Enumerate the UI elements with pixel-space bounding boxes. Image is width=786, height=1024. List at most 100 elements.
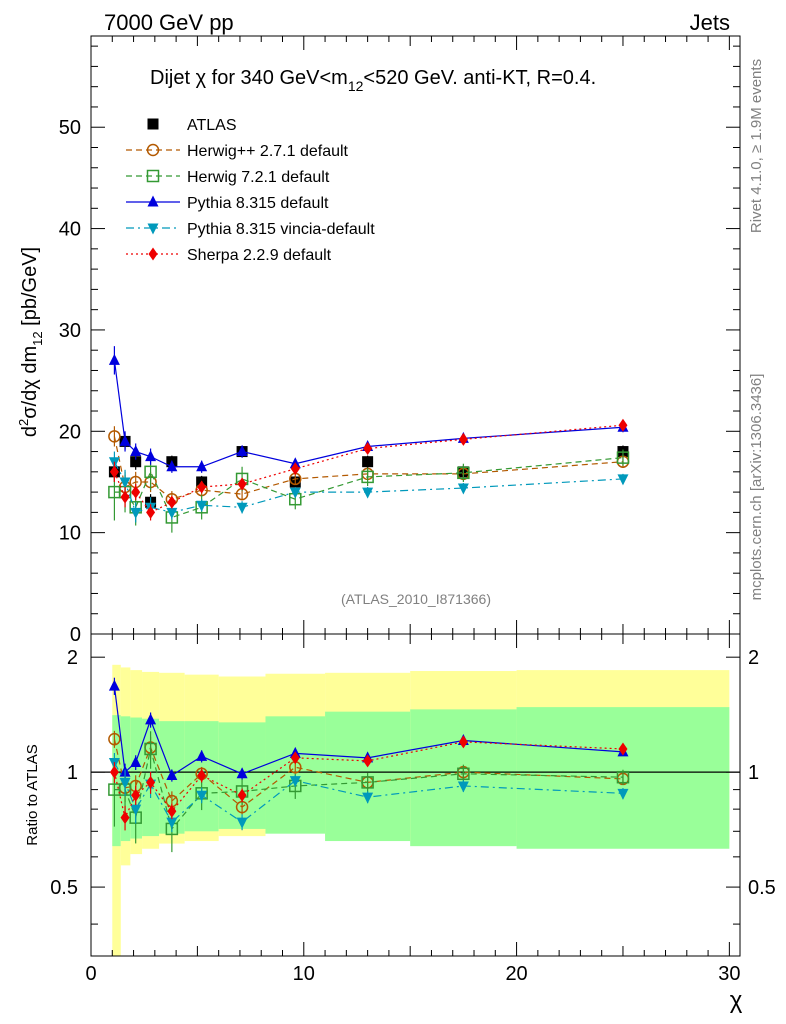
plot-title: Dijet χ for 340 GeV<m12<520 GeV. anti-KT… [150, 67, 596, 94]
vincia-ratio-point [289, 776, 301, 788]
pythia-main-point [119, 434, 131, 446]
ratio-plot-frame [90, 633, 741, 957]
sherpa-ratio-point [458, 735, 468, 749]
vincia-main-point [289, 487, 301, 499]
herwigpp-ratio-line [113, 739, 623, 808]
y-tick-label: 0 [70, 624, 81, 646]
legend: ATLAS Herwig++ 2.7.1 default Herwig 7.2.1 … [126, 117, 375, 264]
atlas-legend-label: ATLAS [187, 117, 237, 134]
pythia-legend-label: Pythia 8.315 default [187, 195, 329, 212]
ratio-plot-axes: 0 10 20 30 0.5 0.5 1 1 2 2 [50, 634, 776, 985]
sherpa-ratio-point [120, 811, 130, 825]
vincia-main-line [113, 461, 624, 514]
pythia-ratio-point [236, 767, 248, 779]
sherpa-main-point [131, 485, 141, 499]
ratio-y-tick-label: 1 [67, 762, 78, 784]
x-tick-label: 30 [718, 963, 740, 985]
vincia-ratio-point [196, 790, 208, 802]
sherpa-ratio-point [290, 751, 300, 765]
vincia-main-point [130, 507, 142, 519]
sherpa-main-point [363, 442, 373, 456]
main-plot-axes: 0 10 20 30 40 50 [59, 36, 740, 646]
ratio-uncertainty-bands [91, 664, 740, 956]
ylabel-unit: [pb/GeV] [19, 247, 41, 332]
vincia-ratio-point [130, 804, 142, 816]
pythia-main-point [236, 445, 248, 457]
vincia-main-point [119, 477, 131, 489]
sherpa-ratio-point [109, 765, 119, 779]
herwig7-main-point [361, 470, 374, 484]
analysis-id-label: (ATLAS_2010_I871366) [341, 591, 491, 607]
sherpa-ratio-point [131, 788, 141, 802]
sherpa-main-point [120, 490, 130, 504]
x-tick-label: 10 [293, 963, 315, 985]
sherpa-main-point [458, 432, 468, 446]
herwig7-ratio-point [616, 770, 630, 784]
ratio-y-tick-label-right: 0.5 [748, 877, 776, 899]
ratio-y-tick-label-right: 1 [748, 762, 759, 784]
y-tick-label: 50 [59, 117, 81, 139]
vincia-main-point [457, 483, 469, 495]
rivet-version-label: Rivet 4.1.0, ≥ 1.9M events [748, 59, 765, 233]
vincia-ratio-point [362, 792, 374, 804]
pythia-main-point [166, 460, 178, 472]
herwigpp-ratio-point [108, 732, 121, 746]
sherpa-main-point [237, 477, 247, 491]
vincia-main-point [236, 502, 248, 514]
sherpa-ratio-point [167, 804, 177, 818]
herwig7-legend-marker [146, 169, 160, 183]
header-process: Jets [690, 10, 730, 35]
title-mass-range: for 340 GeV<m [206, 67, 348, 89]
sherpa-ratio-point [197, 768, 207, 782]
title-prefix: Dijet [150, 67, 196, 89]
pythia-ratio-point [196, 749, 208, 761]
sherpa-ratio-point [237, 788, 247, 802]
herwig7-ratio-point [144, 742, 157, 756]
herwigpp-legend-marker [146, 143, 160, 157]
x-tick-label: 0 [85, 963, 96, 985]
sherpa-main-point [167, 495, 177, 509]
vincia-main-point [166, 507, 178, 519]
ratio-axis-label: Ratio to ATLAS [24, 744, 41, 845]
vincia-main-point [617, 474, 629, 486]
pythia-ratio-point [166, 768, 178, 780]
vincia-legend-label: Pythia 8.315 vincia-default [187, 221, 375, 238]
vincia-ratio-point [457, 781, 469, 793]
herwigpp-main-point [108, 430, 121, 443]
ylabel-subscript: 12 [30, 331, 45, 345]
sherpa-ratio-point [146, 775, 156, 789]
herwig7-main-point [616, 451, 630, 464]
herwig7-legend-label: Herwig 7.2.1 default [187, 169, 330, 186]
ratio-plot-data [108, 677, 630, 853]
herwig7-ratio-point [361, 776, 374, 789]
title-subscript: 12 [348, 78, 364, 94]
pythia-main-point [145, 450, 157, 462]
sherpa-legend-label: Sherpa 2.2.9 default [187, 247, 332, 264]
main-plot-data [108, 346, 630, 533]
herwigpp-legend-label: Herwig++ 2.7.1 default [187, 143, 349, 160]
vincia-main-point [196, 500, 208, 512]
vincia-ratio-point [119, 777, 131, 789]
ylabel-superscript: 2 [16, 419, 31, 426]
herwig7-main-point [457, 466, 470, 480]
pythia-main-point [130, 445, 142, 457]
vincia-main-point [362, 487, 374, 499]
pythia-main-point [108, 353, 120, 365]
y-tick-label: 20 [59, 421, 81, 443]
ylabel-body: σ/dχ dm [19, 346, 41, 419]
y-axis-label: d2σ/dχ dm12 [pb/GeV] [16, 247, 45, 437]
header-energy: 7000 GeV pp [104, 10, 234, 35]
pythia-ratio-point [130, 755, 142, 767]
pythia-main-point [196, 460, 208, 472]
pythia-legend-marker [147, 195, 159, 207]
x-tick-label: 20 [505, 963, 527, 985]
mcplots-reference-label: mcplots.cern.ch [arXiv:1306.3436] [748, 374, 765, 601]
y-tick-label: 30 [59, 320, 81, 342]
green-band-bin [112, 715, 121, 847]
sherpa-main-point [109, 465, 119, 479]
sherpa-legend-marker [148, 247, 158, 261]
herwig7-ratio-point [457, 767, 470, 781]
atlas-main-point [130, 456, 142, 468]
herwig7-main-point [144, 465, 157, 479]
